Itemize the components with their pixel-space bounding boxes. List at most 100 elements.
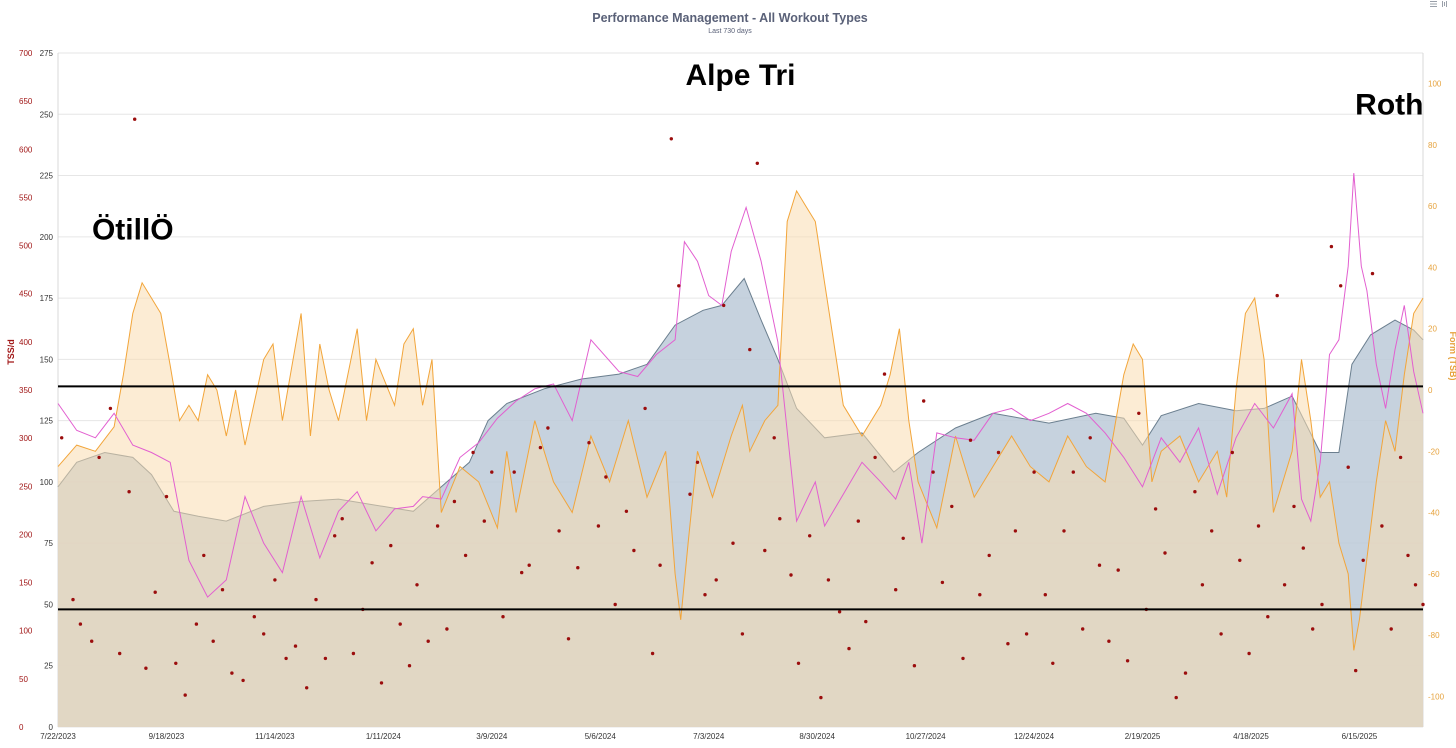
- tss-point: [194, 622, 199, 626]
- tss-point: [1247, 651, 1251, 656]
- tss-point: [873, 455, 877, 460]
- left-outer-tick-label: 350: [19, 386, 33, 395]
- tss-point: [398, 622, 402, 626]
- tss-point: [1329, 244, 1334, 249]
- tss-point: [1389, 627, 1393, 631]
- fatigue-series: [57, 173, 1424, 598]
- tss-point: [379, 681, 384, 685]
- tss-point: [748, 347, 752, 352]
- tss-point: [722, 303, 726, 308]
- tss-point: [740, 632, 745, 636]
- tss-point: [632, 548, 636, 553]
- left-inner-tick-label: 0: [49, 723, 54, 732]
- tss-point: [961, 656, 965, 661]
- tss-point: [1174, 695, 1178, 700]
- form-area: [58, 190, 1423, 727]
- tss-point: [1183, 671, 1188, 675]
- right-tick-label: 80: [1428, 141, 1437, 150]
- tss-point: [133, 117, 137, 121]
- x-tick-label: 7/3/2024: [693, 732, 725, 741]
- tss-point: [220, 588, 225, 592]
- tss-point: [1193, 490, 1197, 494]
- tss-point: [789, 573, 793, 577]
- tss-point: [1361, 558, 1365, 562]
- tss-point: [772, 436, 776, 440]
- tss-point: [174, 661, 178, 665]
- tss-point: [127, 490, 131, 494]
- tss-point: [894, 588, 898, 592]
- tss-point: [796, 661, 801, 665]
- x-tick-label: 12/24/2024: [1014, 732, 1055, 741]
- tss-point: [566, 637, 571, 641]
- tss-point: [996, 450, 1001, 455]
- tss-point: [262, 632, 266, 636]
- tss-point: [1163, 551, 1167, 555]
- tss-point: [658, 563, 662, 567]
- tss-point: [1230, 450, 1235, 455]
- left-inner-tick-label: 225: [40, 172, 54, 181]
- tss-point: [370, 561, 374, 565]
- hamburger-menu-icon[interactable]: [1428, 0, 1452, 10]
- left-outer-tick-label: 50: [19, 675, 28, 684]
- left-axis-title: TSS/d: [6, 339, 16, 365]
- tss-point: [912, 664, 917, 668]
- tss-point: [407, 664, 412, 668]
- tss-point: [1071, 470, 1076, 474]
- annotation-label: Roth: [1355, 88, 1423, 121]
- left-inner-tick-label: 150: [40, 355, 54, 364]
- x-tick-label: 4/18/2025: [1233, 732, 1269, 741]
- tss-point: [1266, 615, 1270, 619]
- left-outer-tick-label: 100: [19, 627, 33, 636]
- right-tick-label: 20: [1428, 325, 1437, 334]
- tss-point: [778, 517, 782, 521]
- tss-point: [435, 524, 440, 528]
- x-tick-label: 8/30/2024: [799, 732, 835, 741]
- tss-point: [78, 622, 83, 626]
- tss-point: [931, 470, 935, 474]
- tss-point: [1346, 465, 1350, 469]
- tss-point: [731, 541, 735, 545]
- annotation-label: ÖtillÖ: [92, 213, 174, 246]
- left-outer-tick-label: 300: [19, 434, 33, 443]
- tss-point: [1200, 583, 1205, 587]
- tss-point: [153, 590, 157, 594]
- tss-point: [1398, 455, 1403, 460]
- tss-point: [650, 651, 655, 656]
- right-tick-label: 40: [1428, 263, 1437, 272]
- tss-point: [703, 593, 707, 597]
- left-outer-tick-label: 150: [19, 579, 33, 588]
- tss-point: [71, 597, 75, 602]
- right-tick-label: -100: [1428, 692, 1445, 701]
- tss-point: [1032, 470, 1036, 474]
- tss-point: [826, 578, 831, 582]
- tss-point: [1116, 568, 1120, 572]
- tss-point: [643, 406, 647, 411]
- form-line: [57, 189, 1424, 651]
- annotations: ÖtillÖ Alpe Tri Roth: [92, 59, 1424, 246]
- right-tick-label: -80: [1428, 631, 1440, 640]
- tss-point: [389, 543, 393, 548]
- tss-point: [596, 524, 601, 528]
- right-tick-label: -60: [1428, 570, 1440, 579]
- tss-point: [546, 426, 550, 430]
- tss-point: [1413, 583, 1418, 587]
- tss-point: [864, 619, 868, 624]
- tss-point: [211, 639, 215, 643]
- left-inner-tick-label: 75: [44, 539, 53, 548]
- tss-point: [1421, 602, 1425, 607]
- tss-point: [624, 509, 629, 513]
- tss-points: [60, 117, 1425, 700]
- left-outer-tick-label: 650: [19, 97, 33, 106]
- tss-point: [1153, 507, 1158, 511]
- left-outer-tick-label: 550: [19, 193, 33, 202]
- tss-point: [463, 553, 468, 558]
- left-outer-tick-label: 600: [19, 145, 33, 154]
- tss-point: [1275, 293, 1279, 298]
- reference-lines: [58, 385, 1423, 611]
- tss-point: [1081, 627, 1085, 631]
- tss-point: [819, 695, 823, 700]
- tss-point: [808, 534, 812, 538]
- left-outer-tick-label: 200: [19, 530, 33, 539]
- tss-point: [1006, 642, 1010, 646]
